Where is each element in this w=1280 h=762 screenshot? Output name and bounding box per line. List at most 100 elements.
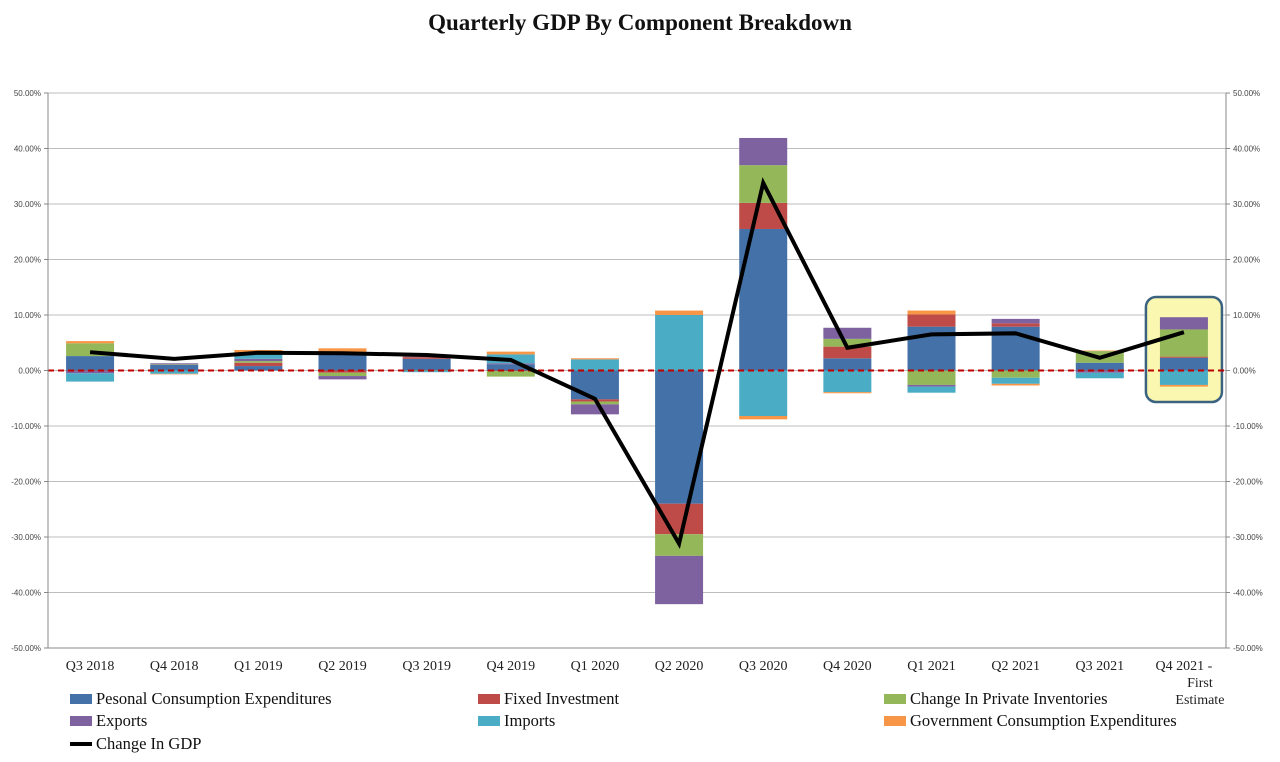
x-axis-ticks: Q3 2018 Q4 2018 Q1 2019 Q2 2019 Q3 2019 Q4 20… [66,659,1225,708]
bar-segment [570,358,619,360]
bar-segment [991,383,1040,386]
bar-segment [150,364,199,371]
bar-segment [655,555,704,605]
chart-title: Quarterly GDP By Component Breakdown [428,10,852,35]
x-tick-label: Q1 2020 [571,659,620,674]
legend: Pesonal Consumption Expenditures Fixed In… [70,689,1177,753]
bar-segment [486,364,535,371]
y-tick-label-left: -20.00% [11,478,41,487]
y-axis-left-ticks: -50.00% -40.00% -30.00% -20.00% -10.00% 0.00%… [11,89,48,653]
x-tick-label: Q3 2019 [402,659,451,674]
bar-segment [991,318,1040,324]
bar-segment [570,359,619,371]
bar-segment [486,363,535,365]
x-tick-label: Estimate [1175,693,1224,708]
x-tick-label: Q2 2020 [655,659,704,674]
y-tick-label-right: 10.00% [1233,311,1260,320]
bar-segment [823,338,872,347]
bar-segment [234,352,283,359]
legend-swatch [478,716,500,726]
bar-segment [1159,356,1208,358]
bar-segment [150,373,199,375]
legend-swatch [70,716,92,726]
y-tick-label-left: 30.00% [14,200,41,209]
y-tick-label-left: 50.00% [14,89,41,98]
y-tick-label-right: -50.00% [1233,644,1263,653]
bar-segment [66,356,115,371]
y-axis-right-ticks: -50.00% -40.00% -30.00% -20.00% -10.00% 0.00%… [1226,89,1263,653]
y-tick-label-right: -30.00% [1233,533,1263,542]
x-tick-label: First [1187,676,1213,691]
y-tick-label-right: -40.00% [1233,589,1263,598]
bar-segment [739,416,788,420]
bar-segment [234,361,283,363]
bar-segment [1159,357,1208,371]
bar-segment [823,370,872,393]
bar-segment [486,371,535,377]
legend-label: Exports [96,711,147,730]
bar-segment [907,314,956,327]
y-tick-label-right: -10.00% [1233,422,1263,431]
bar-segment [318,354,367,371]
bar-segment [1075,350,1124,352]
bar-segment [1159,317,1208,330]
bar-segment [823,346,872,359]
bar-segment [486,351,535,355]
legend-swatch [478,694,500,704]
x-tick-label: Q3 2018 [66,659,115,674]
legend-label: Government Consumption Expenditures [910,711,1177,730]
y-tick-label-left: -40.00% [11,589,41,598]
bar-segment [66,373,115,382]
y-tick-label-left: -10.00% [11,422,41,431]
y-tick-label-right: 50.00% [1233,89,1260,98]
gdp-line [89,177,1185,550]
bar-segment [318,376,367,380]
y-tick-label-right: 0.00% [1233,367,1256,376]
x-tick-label: Q2 2019 [318,659,367,674]
x-tick-label: Q2 2021 [991,659,1040,674]
bar-segment [318,348,367,353]
bar-segment [991,377,1040,384]
bar-segment [907,370,956,385]
bar-segment [655,370,704,504]
x-tick-label: Q4 2019 [486,659,535,674]
bar-segment [823,392,872,394]
legend-label: Pesonal Consumption Expenditures [96,689,332,708]
x-tick-label: Q1 2019 [234,659,283,674]
x-tick-label: Q4 2018 [150,659,199,674]
y-tick-label-right: -20.00% [1233,478,1263,487]
y-tick-label-right: 30.00% [1233,200,1260,209]
bar-segment [655,310,704,315]
bar-segment [1159,384,1208,387]
x-tick-label: Q3 2020 [739,659,788,674]
bar-segment [318,370,367,373]
bar-segment [150,364,199,365]
y-tick-label-left: -30.00% [11,533,41,542]
legend-label: Change In Private Inventories [910,689,1107,708]
bar-segment [1159,370,1208,385]
y-tick-label-left: 0.00% [18,367,41,376]
bar-segment [570,404,619,415]
legend-label: Change In GDP [96,734,201,753]
bar-segment [318,372,367,377]
bar-segment [66,371,115,374]
bar-segment [655,503,704,535]
y-tick-label-left: 10.00% [14,311,41,320]
y-tick-label-right: 20.00% [1233,256,1260,265]
bar-segment [1075,362,1124,371]
bar-segment [150,370,199,374]
legend-swatch [884,694,906,704]
x-tick-label: Q3 2021 [1075,659,1124,674]
bar-segment [66,341,115,344]
bar-segment [402,371,451,373]
bar-segment [1075,371,1124,373]
legend-swatch [884,716,906,726]
bars [66,137,1208,605]
gdp-line-path [89,177,1185,550]
y-tick-label-left: 20.00% [14,256,41,265]
bar-segment [739,137,788,166]
x-tick-label: Q1 2021 [907,659,956,674]
bar-segment [150,363,199,365]
bar-segment [655,315,704,371]
